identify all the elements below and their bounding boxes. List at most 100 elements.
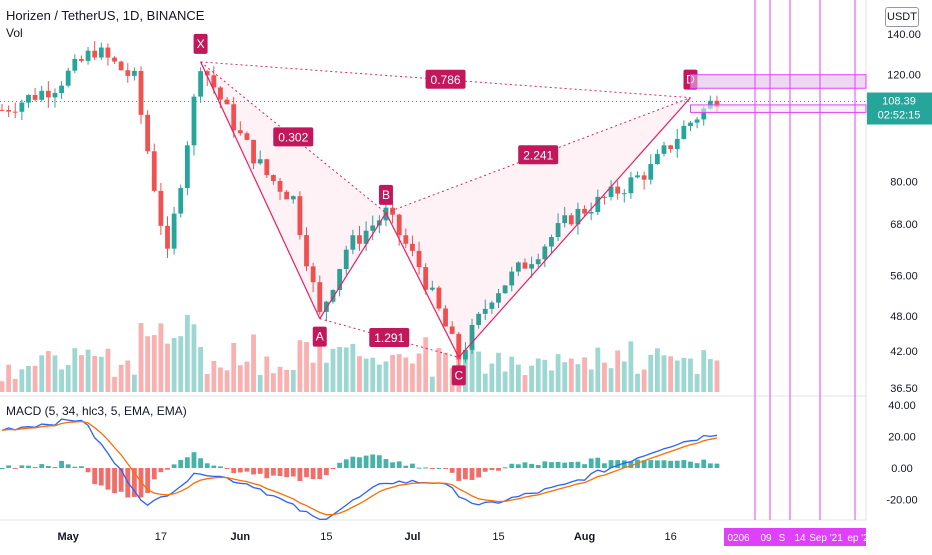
macd-histogram-bar <box>112 468 117 494</box>
prz-box <box>689 74 867 89</box>
candle-body <box>529 264 534 269</box>
candle-body <box>211 75 217 88</box>
price-tick-label: 140.00 <box>887 29 921 41</box>
macd-histogram-bar <box>6 465 12 468</box>
candle-body <box>350 235 356 250</box>
macd-histogram-bar <box>218 466 223 468</box>
volume-bar <box>363 358 369 392</box>
volume-bar <box>575 364 581 392</box>
pattern-point-marker <box>378 184 393 205</box>
macd-histogram-bar <box>304 468 309 478</box>
macd-histogram-bar <box>707 463 713 468</box>
candle-body <box>151 151 157 191</box>
candle-body <box>476 313 482 325</box>
volume-bar <box>714 360 720 392</box>
macd-histogram-bar <box>244 468 250 472</box>
volume-bar <box>674 360 680 392</box>
macd-histogram-bar <box>85 468 91 473</box>
macd-histogram-bar <box>681 460 687 468</box>
volume-bar <box>112 376 117 392</box>
volume-bar <box>482 373 488 392</box>
future-tick-label: ep '2 <box>847 533 869 544</box>
candle-body <box>482 308 488 314</box>
macd-histogram-bar <box>72 466 78 468</box>
candle-body <box>555 223 561 238</box>
macd-histogram-bar <box>264 468 270 479</box>
pattern-point-label: C <box>454 368 463 382</box>
pattern-point-label: X <box>197 37 205 51</box>
macd-histogram-bar <box>59 460 64 468</box>
time-tick-label: 15 <box>492 531 504 543</box>
macd-tick-label: 20.00 <box>888 432 916 444</box>
volume-bar <box>608 368 614 392</box>
macd-histogram-bar <box>456 468 462 481</box>
candle-body <box>251 139 256 164</box>
candle-body <box>337 269 343 291</box>
candle-body <box>628 177 634 194</box>
volume-bar <box>218 367 223 392</box>
volume-bar <box>105 348 111 392</box>
volume-bar <box>688 358 693 392</box>
macd-histogram-bar <box>171 464 177 468</box>
price-tick-label: 68.00 <box>890 219 918 231</box>
volume-bar <box>436 348 442 392</box>
volume-bar <box>410 363 415 392</box>
volume-bar <box>65 365 71 392</box>
pattern-point-marker <box>312 326 327 347</box>
volume-bar <box>489 363 495 392</box>
candle-body <box>370 225 376 231</box>
volume-bar <box>204 374 210 392</box>
volume-bar <box>555 354 561 392</box>
macd-histogram-bar <box>323 468 329 476</box>
macd-histogram-bar <box>105 468 111 490</box>
volume-bar <box>423 337 429 392</box>
macd-histogram-bar <box>211 465 217 468</box>
volume-bar <box>390 354 395 392</box>
ratio-label-0.302: 0.302 <box>273 127 314 147</box>
candle-body <box>635 175 640 178</box>
volume-bar <box>337 346 343 392</box>
pattern-point-x: X <box>193 33 208 54</box>
candle-body <box>145 114 151 152</box>
macd-histogram-bar <box>496 468 501 471</box>
macd-histogram-bar <box>330 468 336 469</box>
candle-body <box>310 266 316 283</box>
ratio-label-box <box>273 127 314 147</box>
macd-histogram-bar <box>522 462 528 468</box>
candle-body <box>6 110 12 112</box>
macd-histogram-bar <box>542 461 548 468</box>
candle-body <box>436 287 442 309</box>
candle-body <box>502 285 508 294</box>
volume-bar <box>522 375 528 392</box>
candle-body <box>615 186 621 194</box>
volume-bar <box>39 355 45 392</box>
candle-body <box>264 159 270 176</box>
candle-body <box>403 235 409 244</box>
candle-body <box>641 175 647 180</box>
candle-body <box>39 90 45 100</box>
time-tick-label: Jul <box>404 531 420 543</box>
candle-body <box>549 237 554 247</box>
ratio-label-box <box>518 145 559 165</box>
candle-body <box>562 215 568 224</box>
macd-histogram-bar <box>423 467 429 469</box>
currency-selector[interactable]: USDT <box>885 7 919 27</box>
candle-body <box>12 111 18 113</box>
macd-histogram-bar <box>595 457 601 468</box>
candle-body <box>317 282 323 312</box>
volume-bar <box>562 362 568 392</box>
volume-bar <box>271 373 276 392</box>
macd-histogram-bar <box>132 468 137 497</box>
macd-histogram-bar <box>204 463 210 468</box>
volume-bar <box>621 361 627 392</box>
macd-histogram-bar <box>118 468 124 492</box>
volume-bar <box>284 369 290 392</box>
candle-body <box>297 196 303 236</box>
candle-body <box>112 57 117 62</box>
volume-bar <box>443 352 448 392</box>
volume-bar <box>357 356 362 392</box>
macd-histogram-bar <box>158 468 164 473</box>
volume-bar <box>542 359 548 392</box>
